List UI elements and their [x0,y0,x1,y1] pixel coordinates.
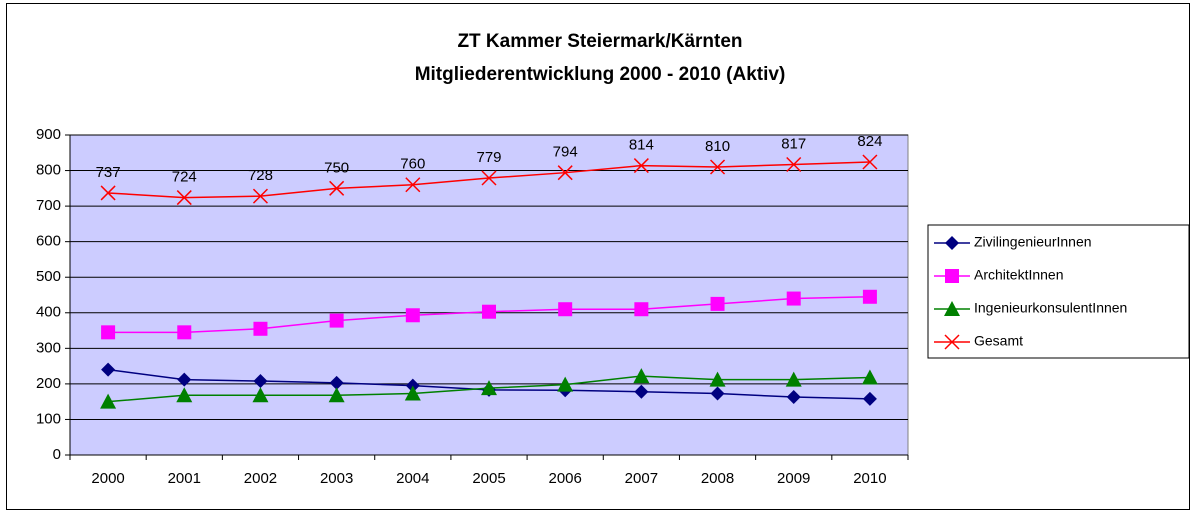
x-tick-label: 2010 [853,470,886,487]
marker [101,325,116,340]
x-tick-label: 2007 [625,470,658,487]
marker [786,291,801,306]
data-label: 810 [705,138,730,155]
marker [177,325,192,340]
data-label: 750 [324,159,349,176]
y-tick-label: 100 [36,410,61,427]
data-label: 737 [96,164,121,181]
marker [404,385,421,401]
marker [177,372,192,387]
x-tick-label: 2001 [168,470,201,487]
marker [944,334,960,350]
marker [786,156,802,173]
legend-box [927,224,1190,359]
y-tick-label: 900 [36,126,61,143]
data-label: 824 [857,133,882,150]
marker [634,384,649,399]
marker [862,289,877,304]
marker [329,180,345,196]
chart-title: ZT Kammer Steiermark/Kärnten [457,31,742,52]
y-tick-label: 500 [36,268,61,285]
y-tick-label: 0 [53,446,61,463]
marker [557,376,574,392]
plot-area [69,134,909,456]
marker [633,368,650,384]
marker [329,375,344,390]
chart-subtitle: Mitgliederentwicklung 2000 - 2010 (Aktiv… [415,64,786,85]
y-tick-label: 200 [36,375,61,392]
marker [785,371,802,387]
marker [944,301,960,316]
marker [945,269,959,283]
y-tick-label: 300 [36,339,61,356]
legend-label: IngenieurkonsulentInnen [974,300,1127,316]
y-tick-label: 700 [36,197,61,214]
marker [252,387,269,403]
marker [100,185,116,201]
data-label: 724 [172,169,197,186]
x-tick-label: 2009 [777,470,810,487]
marker [253,374,268,389]
marker [101,362,116,377]
y-tick-label: 400 [36,304,61,321]
marker [329,313,344,328]
marker [945,236,959,250]
marker [482,304,496,319]
data-label: 779 [476,149,501,166]
x-tick-label: 2008 [701,470,734,487]
data-label: 817 [781,135,806,152]
x-tick-label: 2004 [396,470,429,487]
marker [861,369,878,385]
marker [100,393,117,409]
y-tick-label: 600 [36,233,61,250]
marker [481,170,497,186]
marker [176,387,193,403]
marker [710,159,726,175]
data-label: 760 [400,156,425,173]
marker [786,390,801,405]
x-tick-label: 2002 [244,470,277,487]
marker [252,188,268,204]
marker [710,386,725,401]
legend-label: Gesamt [974,333,1023,349]
x-tick-label: 2005 [472,470,505,487]
marker [557,165,573,181]
marker [558,302,573,317]
marker [710,296,725,311]
marker [405,177,421,193]
marker [634,302,649,317]
marker [253,321,268,336]
marker [176,190,192,206]
marker [328,387,345,403]
legend-label: ZivilingenieurInnen [974,234,1092,250]
data-label: 728 [248,167,273,184]
y-tick-label: 800 [36,162,61,179]
marker [481,380,497,396]
data-label: 794 [553,144,578,161]
marker [862,391,877,406]
marker [709,371,726,387]
marker [405,308,420,323]
x-tick-label: 2003 [320,470,353,487]
x-tick-label: 2006 [548,470,581,487]
x-tick-label: 2000 [91,470,124,487]
legend-label: ArchitektInnen [974,267,1064,283]
marker [862,154,878,170]
data-label: 814 [629,137,654,154]
marker [633,158,649,174]
